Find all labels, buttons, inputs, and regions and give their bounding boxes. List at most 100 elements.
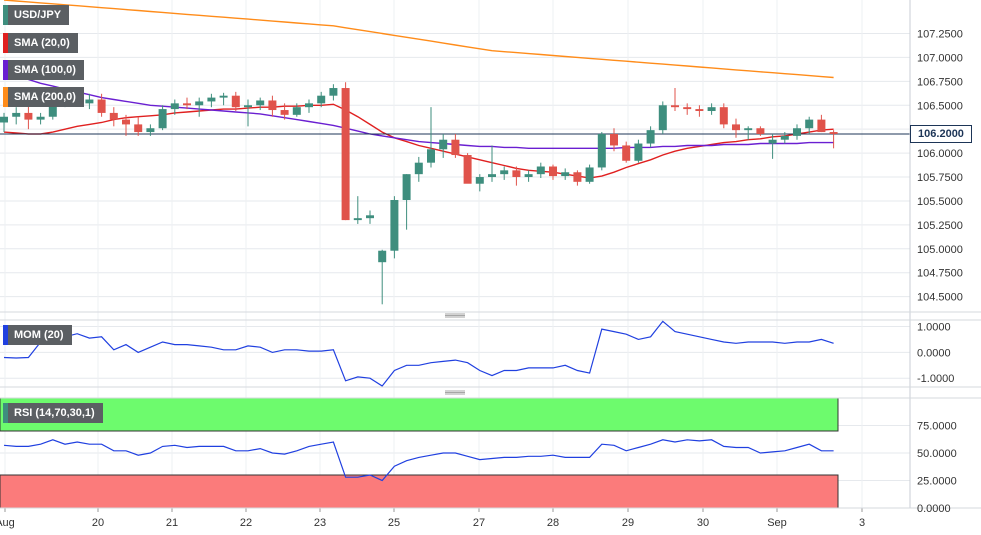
panel-splitters[interactable]	[445, 313, 465, 395]
candle-body	[36, 116, 45, 120]
candle-body	[634, 143, 643, 161]
x-axis-labels: Aug 20 21 22 23 25 27 28 29 30 Sep 3	[0, 517, 865, 529]
grid-lines	[0, 0, 910, 512]
candle-body	[329, 88, 338, 96]
candle-body	[170, 103, 179, 110]
candle-body	[524, 174, 533, 178]
candle-body	[244, 105, 252, 108]
x-tick-label: 21	[166, 517, 178, 529]
sma-line-3	[3, 0, 834, 79]
candle-body	[366, 215, 374, 219]
candle-body	[341, 88, 350, 221]
candle-body	[829, 132, 838, 134]
rsi-line	[3, 439, 834, 482]
candle-body	[793, 128, 801, 136]
candle-body	[402, 174, 411, 200]
candle-body	[671, 105, 679, 108]
candle-body	[488, 174, 496, 178]
candle-body	[768, 139, 777, 144]
candle-body	[585, 167, 594, 182]
price-y-tick-label: 105.7500	[917, 172, 963, 184]
mom-y-tick-label: -1.0000	[917, 373, 954, 385]
candle-body	[183, 103, 191, 106]
candle-body	[146, 128, 155, 133]
price-y-tick-label: 106.0000	[917, 148, 963, 160]
candle-body	[414, 162, 423, 175]
candle-body	[97, 99, 106, 113]
legend-sma200[interactable]: SMA (200,0)	[3, 87, 84, 107]
x-tick-label: 23	[314, 517, 326, 529]
candle-body	[622, 145, 631, 161]
x-tick-label: Aug	[0, 517, 15, 529]
candle-body	[158, 109, 167, 129]
candle-body	[512, 170, 521, 178]
candle-body	[780, 135, 789, 140]
rsi-overbought-zone	[0, 397, 839, 432]
sma-line-2	[3, 72, 834, 150]
candle-body	[134, 124, 143, 133]
legend-sma20[interactable]: SMA (20,0)	[3, 33, 78, 53]
legend-symbol[interactable]: USD/JPY	[3, 5, 70, 25]
y-axis-labels: 107.2500107.0000106.7500106.5000106.2500…	[917, 28, 963, 515]
candle-body	[231, 95, 240, 108]
x-tick-label: 30	[697, 517, 709, 529]
current-price-tag: 106.2000	[910, 125, 972, 143]
candle-body	[317, 95, 326, 104]
candle-body	[744, 128, 753, 131]
candle-body	[597, 133, 606, 168]
rsi-zones	[0, 397, 839, 509]
candle-body	[451, 139, 460, 156]
candle-body	[24, 112, 33, 120]
legend-mom[interactable]: MOM (20)	[3, 325, 72, 345]
price-y-tick-label: 107.0000	[917, 52, 963, 64]
candle-body	[707, 107, 716, 112]
mom-line	[3, 320, 834, 387]
candle-body	[292, 107, 301, 115]
rsi-y-tick-label: 0.0000	[917, 503, 951, 515]
sma-line-1	[3, 103, 834, 179]
candle-body	[719, 107, 728, 125]
candle-body	[12, 112, 21, 117]
candle-body	[695, 109, 704, 112]
rsi-y-tick-label: 50.0000	[917, 448, 957, 460]
candle-body	[268, 100, 277, 111]
candle-body	[805, 119, 814, 129]
candle-body	[353, 218, 362, 221]
candle-body	[427, 149, 435, 163]
rsi-oversold-zone	[0, 474, 839, 509]
candle-body	[475, 177, 484, 184]
candle-body	[219, 95, 228, 98]
candle-body	[817, 119, 826, 133]
legend-rsi[interactable]: RSI (14,70,30,1)	[3, 403, 103, 423]
candle-body	[658, 105, 667, 131]
price-y-tick-label: 105.0000	[917, 244, 963, 256]
candle-body	[85, 99, 94, 104]
mom-y-tick-label: 1.0000	[917, 321, 951, 333]
legend-sma100[interactable]: SMA (100,0)	[3, 60, 84, 80]
x-tick-label: 27	[473, 517, 485, 529]
candle-body	[756, 128, 765, 134]
price-y-tick-label: 104.7500	[917, 268, 963, 280]
candle-body	[573, 172, 582, 182]
candle-body	[439, 139, 448, 150]
candle-body	[195, 101, 204, 106]
mom-y-tick-label: 0.0000	[917, 347, 951, 359]
panel-borders	[0, 0, 981, 509]
price-y-tick-label: 105.5000	[917, 196, 963, 208]
candle-body	[256, 100, 265, 106]
price-y-tick-label: 106.5000	[917, 100, 963, 112]
price-y-tick-label: 105.2500	[917, 220, 963, 232]
price-y-tick-label: 106.7500	[917, 76, 963, 88]
candle-body	[646, 130, 655, 144]
candle-body	[549, 166, 557, 177]
candle-body	[561, 172, 570, 177]
price-y-tick-label: 104.5000	[917, 292, 963, 304]
candle-body	[280, 110, 289, 115]
candle-body	[732, 124, 740, 131]
candle-body	[378, 250, 387, 263]
candle-body	[536, 166, 545, 175]
x-tick-label: 28	[547, 517, 559, 529]
x-tick-label: 22	[240, 517, 252, 529]
price-y-tick-label: 107.2500	[917, 28, 963, 40]
